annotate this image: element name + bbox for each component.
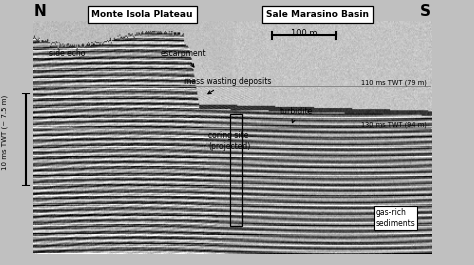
Text: turbidite: turbidite <box>280 108 313 123</box>
Text: escarpment: escarpment <box>161 49 206 67</box>
Text: 100 m: 100 m <box>291 29 317 38</box>
Text: N: N <box>33 3 46 19</box>
Bar <box>230 114 242 226</box>
Text: 110 ms TWT (79 m): 110 ms TWT (79 m) <box>362 80 428 86</box>
Text: S: S <box>420 3 431 19</box>
Text: Monte Isola Plateau: Monte Isola Plateau <box>91 10 193 19</box>
Text: side echo: side echo <box>49 49 85 58</box>
Text: coring site
(projected): coring site (projected) <box>209 131 251 151</box>
Text: gas-rich
sediments: gas-rich sediments <box>375 208 415 228</box>
Text: 130 ms TWT (94 m): 130 ms TWT (94 m) <box>362 122 428 129</box>
Text: mass wasting deposits: mass wasting deposits <box>184 77 272 94</box>
Text: 10 ms TWT (~ 7.5 m): 10 ms TWT (~ 7.5 m) <box>1 95 8 170</box>
Text: Sale Marasino Basin: Sale Marasino Basin <box>266 10 369 19</box>
